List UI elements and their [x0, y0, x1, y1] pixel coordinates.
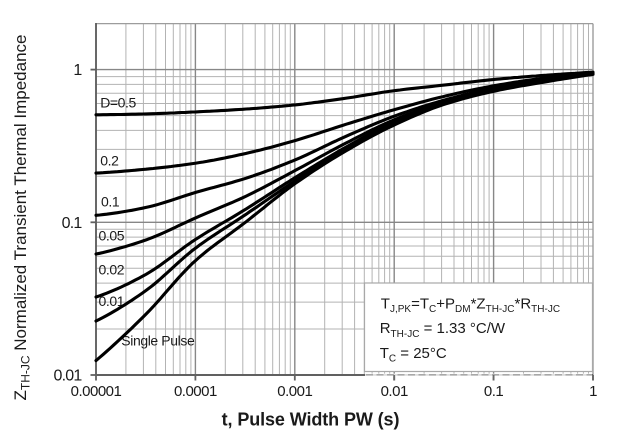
svg-text:ZTH-JC Normalized Transient Th: ZTH-JC Normalized Transient Thermal Impe… — [11, 34, 33, 400]
svg-text:t, Pulse Width PW (s): t, Pulse Width PW (s) — [222, 410, 400, 430]
svg-text:0.0001: 0.0001 — [174, 383, 217, 400]
svg-text:0.00001: 0.00001 — [71, 383, 122, 400]
svg-text:TC = 25°C: TC = 25°C — [380, 345, 447, 365]
svg-text:RTH-JC = 1.33 °C/W: RTH-JC = 1.33 °C/W — [380, 320, 506, 340]
svg-text:0.05: 0.05 — [99, 228, 125, 244]
svg-text:0.1: 0.1 — [101, 194, 120, 210]
svg-text:0.02: 0.02 — [99, 262, 125, 278]
svg-text:TJ,PK=TC+PDM*ZTH-JC*RTH-JC: TJ,PK=TC+PDM*ZTH-JC*RTH-JC — [381, 295, 560, 315]
svg-text:0.01: 0.01 — [99, 293, 125, 309]
svg-text:0.001: 0.001 — [277, 383, 312, 400]
svg-text:0.01: 0.01 — [54, 368, 83, 385]
svg-text:0.1: 0.1 — [62, 215, 83, 232]
svg-text:Single Pulse: Single Pulse — [121, 333, 195, 349]
svg-text:D=0.5: D=0.5 — [100, 95, 136, 111]
svg-text:1: 1 — [73, 62, 82, 79]
svg-text:0.1: 0.1 — [484, 383, 504, 400]
svg-text:1: 1 — [589, 383, 597, 400]
svg-text:0.2: 0.2 — [100, 152, 119, 168]
svg-text:0.01: 0.01 — [381, 383, 408, 400]
